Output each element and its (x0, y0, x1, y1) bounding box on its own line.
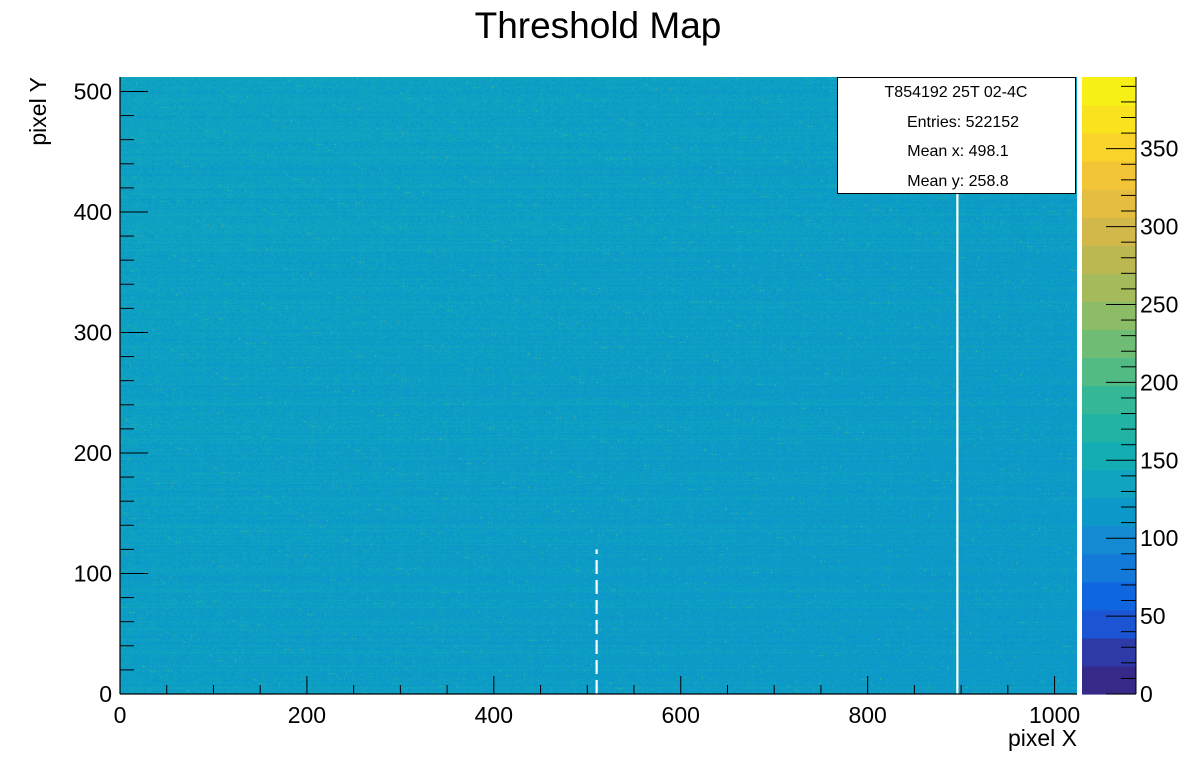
chart-title: Threshold Map (475, 5, 722, 46)
axes: 0 200 400 600 800 1000 0 100 200 300 400 500 (74, 77, 1080, 728)
color-scale-label: 350 (1140, 136, 1178, 162)
x-tick-label: 200 (288, 702, 326, 728)
x-tick-label: 400 (475, 702, 513, 728)
stats-box: T854192 25T 02-4C Entries: 522152 Mean x… (837, 77, 1076, 194)
x-axis-label: pixel X (1008, 725, 1077, 751)
stats-mean-y: Mean y: 258.8 (907, 173, 1009, 190)
color-scale-step (1082, 329, 1136, 359)
color-scale-label: 50 (1140, 603, 1166, 629)
color-scale-step (1082, 609, 1136, 639)
color-scale-label: 200 (1140, 369, 1178, 395)
color-scale-step (1082, 357, 1136, 387)
color-scale: 0 50 100 150 200 250 300 350 (1082, 77, 1178, 707)
x-tick-label: 0 (114, 702, 127, 728)
color-scale-step (1082, 525, 1136, 555)
x-tick-label: 600 (662, 702, 700, 728)
stats-mean-x: Mean x: 498.1 (907, 143, 1009, 160)
stats-name: T854192 25T 02-4C (885, 84, 1028, 101)
color-scale-step (1082, 469, 1136, 499)
color-scale-step (1082, 637, 1136, 667)
color-scale-label: 0 (1140, 681, 1153, 707)
x-tick-label: 1000 (1029, 702, 1080, 728)
color-scale-step (1082, 161, 1136, 190)
color-scale-label: 300 (1140, 214, 1178, 240)
color-scale-step (1082, 217, 1136, 246)
color-scale-step (1082, 581, 1136, 611)
color-scale-step (1082, 77, 1136, 106)
color-scale-step (1082, 273, 1136, 302)
color-scale-step (1082, 441, 1136, 471)
y-tick-label: 200 (74, 440, 112, 466)
y-tick-label: 300 (74, 319, 112, 345)
y-tick-label: 0 (99, 681, 112, 707)
color-scale-step (1082, 189, 1136, 218)
y-tick-label: 400 (74, 199, 112, 225)
color-scale-label: 150 (1140, 447, 1178, 473)
color-scale-label: 100 (1140, 525, 1178, 551)
color-scale-step (1082, 301, 1136, 331)
y-tick-label: 500 (74, 78, 112, 104)
y-axis-label: pixel Y (25, 77, 51, 146)
color-scale-step (1082, 413, 1136, 443)
color-scale-step (1082, 553, 1136, 583)
color-scale-step (1082, 245, 1136, 274)
color-scale-step (1082, 385, 1136, 415)
x-tick-label: 800 (848, 702, 886, 728)
color-scale-label: 250 (1140, 291, 1178, 317)
color-scale-step (1082, 133, 1136, 162)
color-scale-step (1082, 105, 1136, 134)
color-scale-step (1082, 665, 1136, 695)
y-tick-label: 100 (74, 560, 112, 586)
stats-box-frame (837, 77, 1076, 194)
stats-entries: Entries: 522152 (907, 114, 1019, 131)
color-scale-step (1082, 497, 1136, 527)
